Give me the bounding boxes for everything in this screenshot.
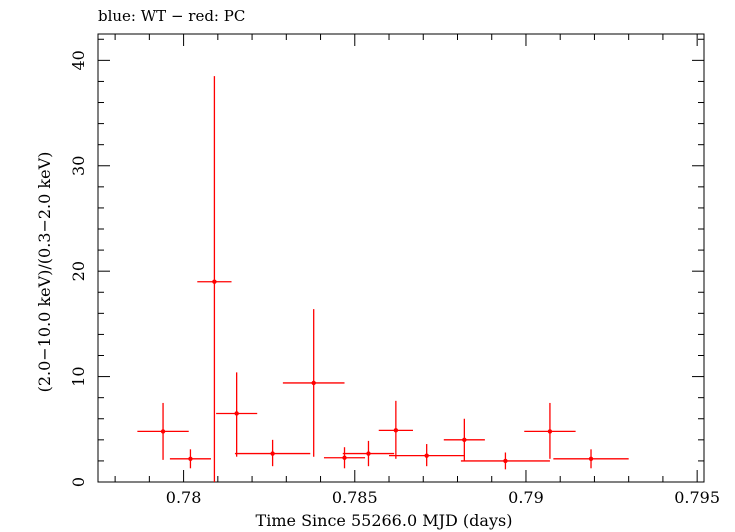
x-tick-label: 0.795 bbox=[674, 488, 720, 507]
data-point bbox=[443, 418, 485, 461]
point-marker bbox=[342, 455, 347, 460]
point-marker bbox=[462, 437, 467, 443]
axis-ticks bbox=[98, 34, 704, 483]
point-marker bbox=[234, 411, 239, 416]
x-tick-label: 0.785 bbox=[332, 488, 378, 507]
axis-tick-labels: 0.78 0.785 0.79 0.795 0 10 20 30 40 bbox=[69, 50, 720, 507]
data-point bbox=[378, 400, 413, 459]
data-point bbox=[282, 309, 345, 457]
data-point bbox=[169, 449, 211, 469]
point-marker bbox=[547, 429, 553, 434]
data-point bbox=[197, 76, 232, 482]
y-tick-label: 40 bbox=[69, 50, 88, 70]
point-marker bbox=[588, 456, 594, 462]
x-tick-label: 0.78 bbox=[166, 488, 202, 507]
data-point bbox=[216, 372, 258, 457]
data-point bbox=[137, 402, 189, 460]
y-tick-label: 10 bbox=[69, 366, 88, 386]
data-point bbox=[234, 439, 311, 467]
data-points bbox=[137, 76, 629, 482]
point-marker bbox=[212, 279, 217, 284]
x-axis-label: Time Since 55266.0 MJD (days) bbox=[256, 511, 513, 530]
data-point bbox=[553, 449, 629, 469]
data-point bbox=[524, 402, 576, 459]
point-marker bbox=[270, 451, 275, 456]
data-point bbox=[389, 444, 465, 467]
data-point bbox=[342, 440, 395, 467]
point-marker bbox=[188, 456, 193, 462]
y-tick-label: 30 bbox=[69, 156, 88, 176]
data-point bbox=[460, 452, 550, 470]
point-marker bbox=[160, 429, 166, 434]
plot-frame bbox=[97, 33, 705, 483]
x-tick-label: 0.79 bbox=[508, 488, 544, 507]
data-point bbox=[323, 447, 366, 469]
y-tick-label: 20 bbox=[69, 261, 88, 281]
point-marker bbox=[366, 451, 371, 456]
point-marker bbox=[393, 428, 399, 433]
y-axis-label: (2.0−10.0 keV)/(0.3−2.0 keV) bbox=[35, 152, 54, 393]
y-tick-label: 0 bbox=[69, 477, 88, 487]
chart-title: blue: WT − red: PC bbox=[98, 7, 245, 25]
point-marker bbox=[424, 453, 429, 458]
point-marker bbox=[503, 458, 508, 464]
point-marker bbox=[311, 380, 316, 386]
